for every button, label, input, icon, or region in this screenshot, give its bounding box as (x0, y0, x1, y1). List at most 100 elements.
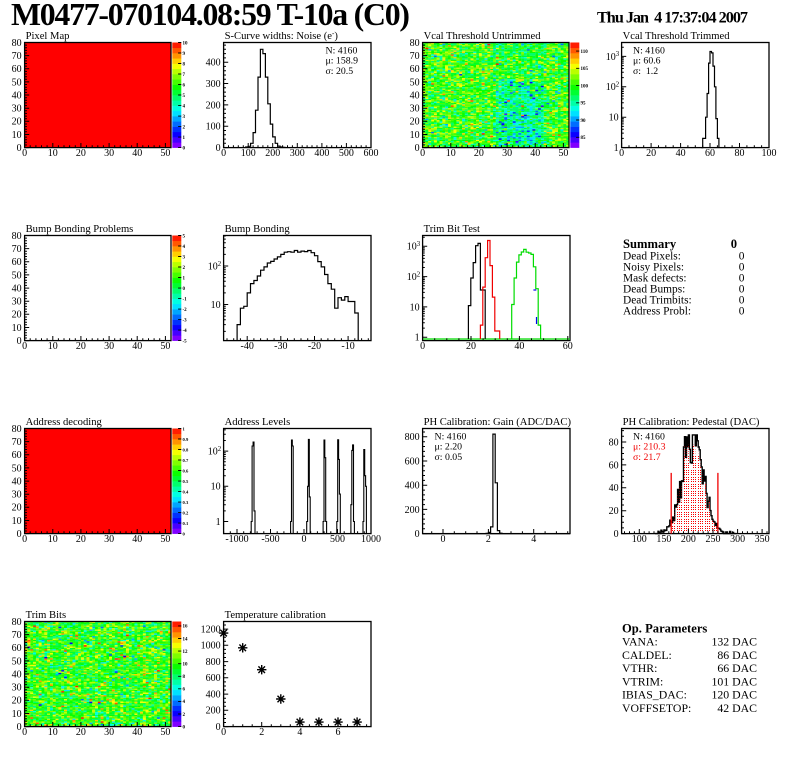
svg-text:0.5: 0.5 (183, 479, 189, 484)
svg-text:0.6: 0.6 (183, 468, 189, 473)
svg-text:Address Probl:: Address Probl: (623, 306, 691, 318)
svg-text:20: 20 (12, 503, 22, 514)
svg-text:20: 20 (12, 696, 22, 707)
svg-text:103: 103 (407, 241, 421, 253)
svg-text:σ: 21.7: σ: 21.7 (633, 452, 661, 463)
svg-text:50: 50 (558, 148, 568, 159)
svg-text:4: 4 (183, 245, 186, 250)
svg-text:60: 60 (609, 460, 619, 471)
svg-text:-5: -5 (183, 339, 188, 344)
svg-text:IBIAS_DAC:: IBIAS_DAC: (622, 688, 687, 702)
svg-text:1: 1 (183, 276, 186, 281)
svg-text:Dead Trimbits:: Dead Trimbits: (623, 295, 692, 307)
svg-text:95: 95 (581, 102, 587, 107)
svg-text:Summary: Summary (623, 237, 677, 251)
svg-text:50: 50 (12, 463, 22, 474)
svg-text:Dead Pixels:: Dead Pixels: (623, 251, 681, 263)
svg-text:50: 50 (12, 270, 22, 281)
svg-text:0: 0 (22, 148, 27, 159)
svg-text:85: 85 (581, 136, 587, 141)
svg-text:60: 60 (12, 257, 22, 268)
svg-text:2: 2 (183, 713, 186, 718)
svg-text:100: 100 (762, 148, 777, 159)
svg-text:Address Levels: Address Levels (225, 417, 291, 428)
svg-text:30: 30 (104, 341, 114, 352)
svg-text:0: 0 (221, 148, 226, 159)
svg-text:-3: -3 (183, 318, 188, 323)
svg-text:0: 0 (22, 341, 27, 352)
svg-text:Address decoding: Address decoding (26, 417, 103, 428)
svg-text:80: 80 (12, 38, 22, 49)
svg-text:0.2: 0.2 (183, 510, 189, 515)
svg-text:1000: 1000 (361, 534, 381, 545)
svg-text:2: 2 (183, 125, 186, 130)
svg-text:PH Calibration: Pedestal (DAC): PH Calibration: Pedestal (DAC) (623, 417, 760, 428)
svg-text:8: 8 (183, 62, 186, 67)
svg-text:S-Curve widths: Noise (e-): S-Curve widths: Noise (e-) (225, 29, 339, 42)
svg-text:40: 40 (12, 476, 22, 487)
svg-text:200: 200 (405, 505, 420, 516)
svg-text:Bump Bonding: Bump Bonding (225, 224, 291, 235)
svg-text:Trim Bits: Trim Bits (26, 610, 67, 621)
svg-text:42 DAC: 42 DAC (717, 701, 757, 715)
svg-text:86 DAC: 86 DAC (717, 648, 757, 662)
svg-text:102: 102 (407, 271, 421, 283)
svg-text:400: 400 (206, 690, 221, 701)
svg-text:10: 10 (12, 709, 22, 720)
svg-text:12: 12 (183, 650, 189, 655)
svg-text:σ: 0.05: σ: 0.05 (435, 452, 463, 463)
svg-text:10: 10 (12, 323, 22, 334)
svg-text:0: 0 (183, 146, 186, 151)
svg-text:M0477-070104.08:59 T-10a (C0): M0477-070104.08:59 T-10a (C0) (11, 0, 410, 32)
svg-text:60: 60 (12, 643, 22, 654)
svg-text:20: 20 (410, 117, 420, 128)
svg-text:5: 5 (183, 94, 186, 99)
svg-text:10: 10 (211, 300, 221, 311)
svg-text:30: 30 (12, 683, 22, 694)
svg-text:100: 100 (241, 148, 256, 159)
svg-text:0: 0 (441, 534, 446, 545)
svg-text:30: 30 (12, 104, 22, 115)
svg-text:0: 0 (183, 287, 186, 292)
svg-text:16: 16 (183, 625, 189, 630)
svg-text:0: 0 (17, 143, 22, 154)
svg-text:20: 20 (76, 148, 86, 159)
svg-text:Noisy Pixels:: Noisy Pixels: (623, 262, 684, 274)
svg-text:40: 40 (132, 148, 142, 159)
svg-text:0.3: 0.3 (183, 500, 189, 505)
svg-text:0: 0 (415, 143, 420, 154)
svg-text:10: 10 (48, 727, 58, 738)
svg-text:0: 0 (619, 148, 624, 159)
svg-text:10: 10 (211, 482, 221, 493)
svg-text:20: 20 (646, 148, 656, 159)
svg-text:800: 800 (405, 432, 420, 443)
svg-text:-1000: -1000 (225, 534, 248, 545)
svg-text:20: 20 (76, 534, 86, 545)
svg-text:0.7: 0.7 (183, 458, 189, 463)
svg-text:0: 0 (17, 722, 22, 733)
svg-text:-10: -10 (341, 341, 354, 352)
svg-text:80: 80 (12, 424, 22, 435)
svg-text:0: 0 (22, 727, 27, 738)
svg-text:CALDEL:: CALDEL: (622, 648, 672, 662)
svg-text:100: 100 (581, 84, 589, 89)
svg-text:20: 20 (474, 148, 484, 159)
svg-text:1: 1 (183, 426, 186, 431)
svg-text:20: 20 (466, 341, 476, 352)
svg-text:30: 30 (502, 148, 512, 159)
svg-text:10: 10 (12, 516, 22, 527)
svg-text:VOFFSETOP:: VOFFSETOP: (622, 701, 691, 715)
svg-text:600: 600 (206, 673, 221, 684)
svg-text:N: 4160: N: 4160 (326, 45, 358, 56)
svg-text:1000: 1000 (201, 641, 221, 652)
svg-text:20: 20 (12, 117, 22, 128)
svg-text:50: 50 (160, 534, 170, 545)
svg-text:3: 3 (183, 115, 186, 120)
svg-text:0: 0 (216, 143, 221, 154)
svg-text:10: 10 (12, 130, 22, 141)
svg-text:0: 0 (302, 534, 307, 545)
svg-text:30: 30 (12, 297, 22, 308)
svg-text:4: 4 (531, 534, 536, 545)
svg-text:40: 40 (514, 341, 524, 352)
svg-text:102: 102 (208, 446, 222, 458)
